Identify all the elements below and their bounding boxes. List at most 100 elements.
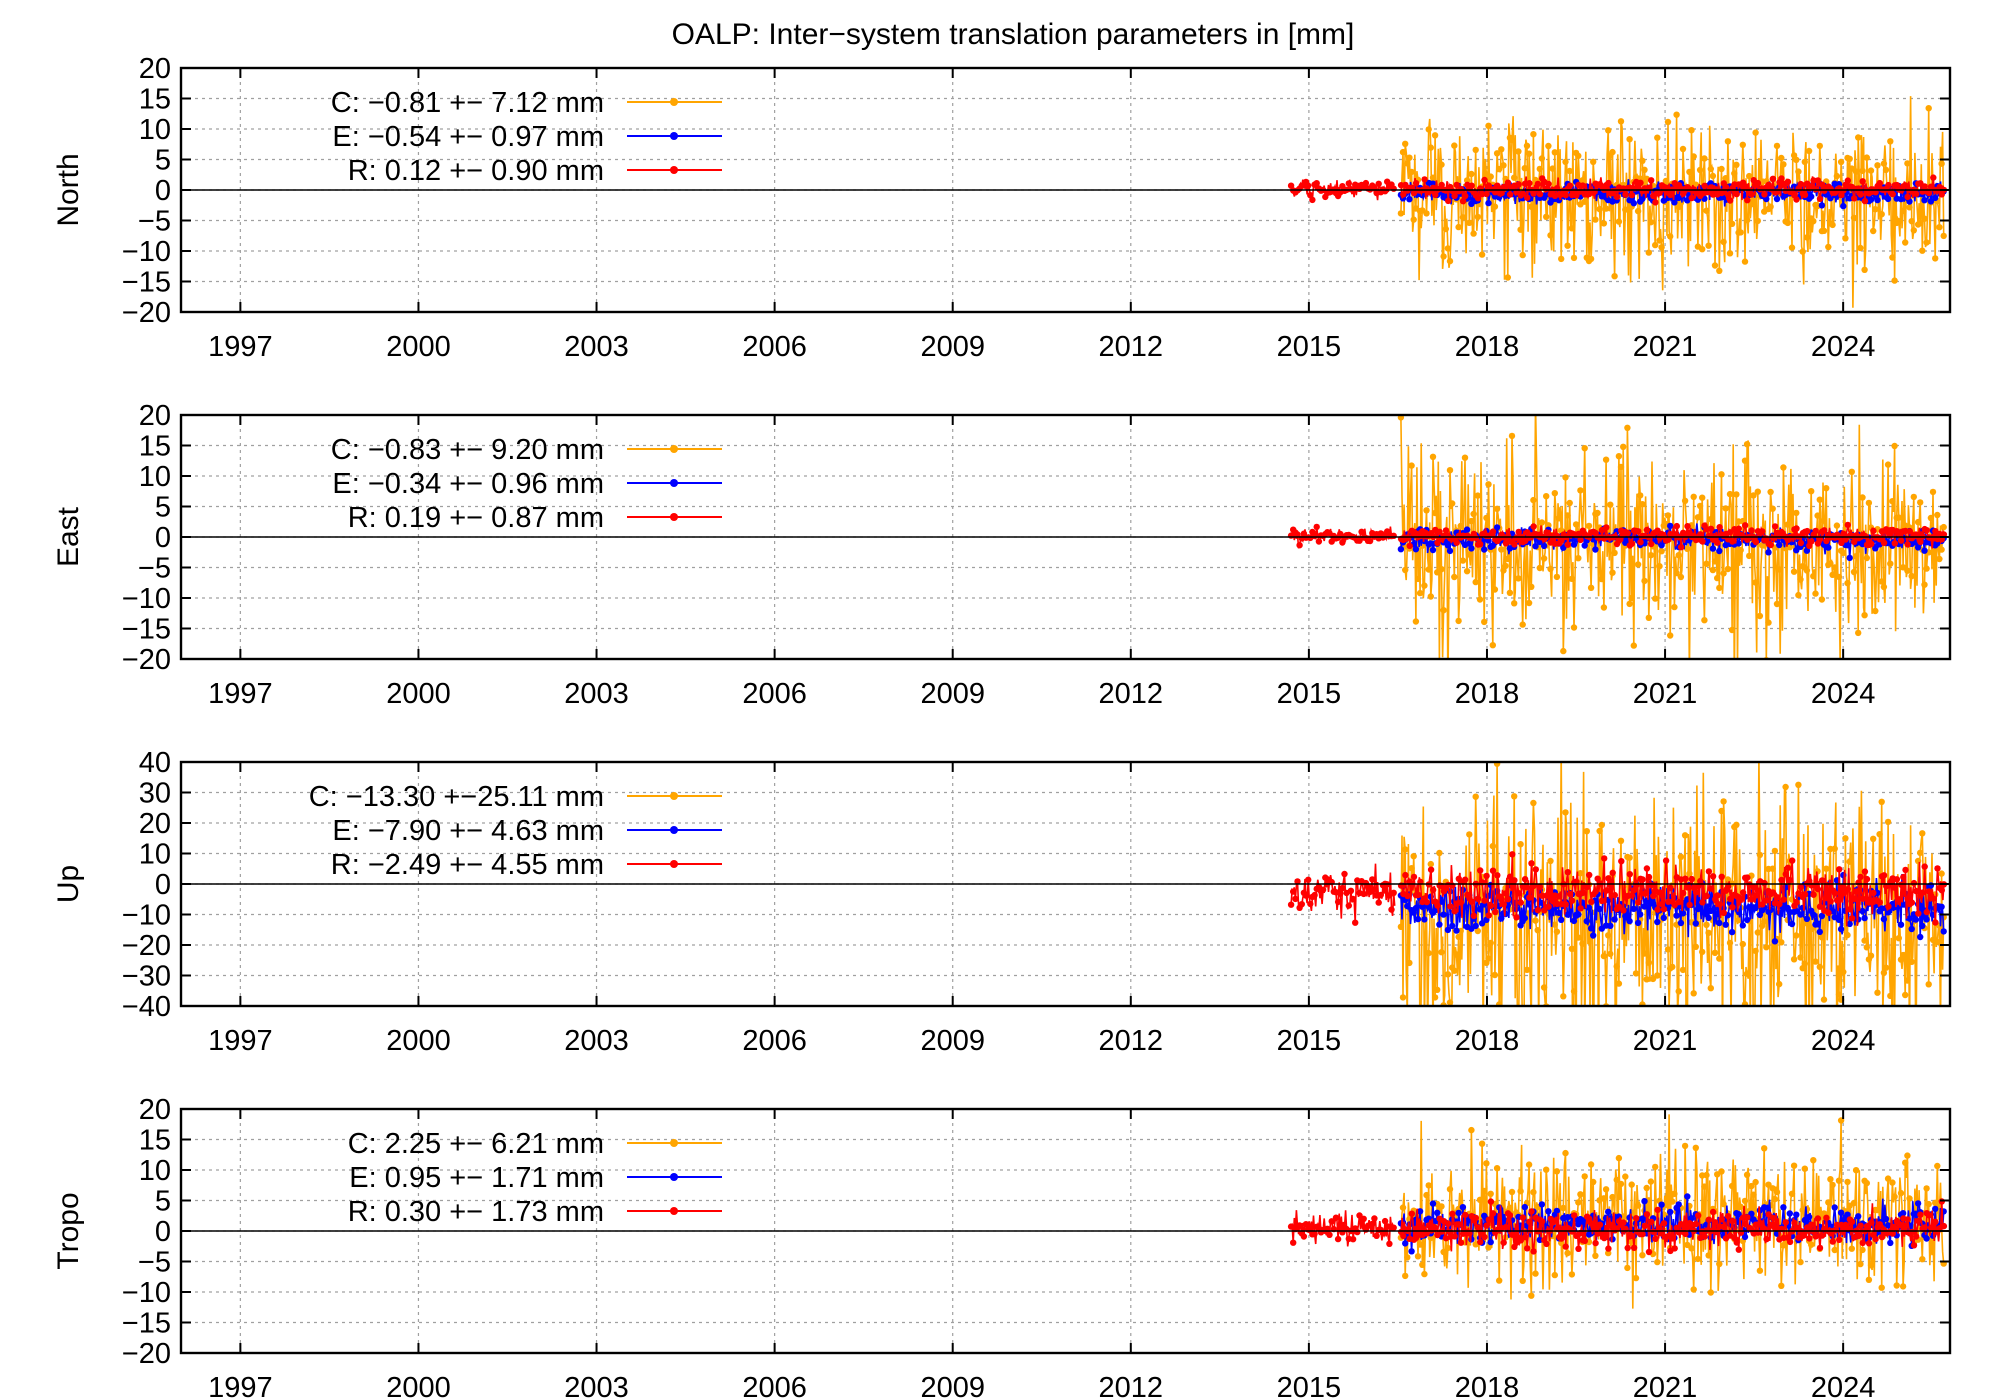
data-point [1457,185,1465,193]
data-point [1487,173,1494,180]
data-point [1423,210,1430,217]
data-point [1371,886,1378,893]
data-point [1489,642,1497,649]
data-point [1568,225,1576,232]
data-point [1421,1030,1427,1036]
data-point [1788,920,1796,928]
data-point [1739,889,1747,896]
data-point [1914,857,1922,865]
data-point [1587,584,1595,591]
data-point [1891,277,1898,284]
x-tick-label: 2009 [920,331,985,363]
data-point [1462,192,1469,200]
y-tick-label: −5 [138,1247,171,1279]
data-point [1468,182,1475,189]
data-point [1545,903,1552,910]
data-point [1434,986,1441,993]
data-point [1485,955,1492,962]
data-point [1481,1212,1488,1220]
data-point [1444,971,1452,978]
data-point [1648,177,1655,184]
data-point [1570,917,1578,925]
legend-label-R: R: 0.30 +− 1.73 mm [348,1196,604,1228]
data-point [1750,197,1757,204]
y-tick-label: 10 [139,114,171,146]
data-point [1660,1220,1668,1227]
data-point [1438,1203,1445,1210]
data-point [1932,919,1939,926]
data-point [1504,896,1512,903]
data-point [1912,916,1920,923]
data-point [1515,890,1522,897]
data-point [1500,162,1507,169]
data-point [1594,875,1601,882]
data-point [1466,1230,1473,1237]
y-tick-label: 15 [139,431,171,463]
data-point [1558,537,1565,544]
data-point [1919,247,1926,254]
data-point [1294,878,1301,885]
data-point [1571,1212,1578,1219]
data-point [1397,210,1405,217]
data-point [1445,197,1452,205]
data-point [1861,532,1869,540]
y-tick-label: 20 [139,808,171,840]
data-point [1446,467,1454,474]
data-point [1334,898,1342,906]
x-tick-label: 2006 [742,1372,807,1400]
data-point [1769,1185,1776,1192]
data-point [1771,847,1779,855]
data-point [1889,190,1896,198]
y-tick-label: 0 [155,175,171,207]
data-point [1938,546,1945,553]
data-point [1609,1221,1616,1228]
data-point [1528,1208,1535,1215]
data-point [1511,174,1518,181]
data-point [1582,1035,1588,1041]
data-point [1921,215,1928,222]
data-point [1906,1058,1912,1064]
data-point [1703,207,1710,214]
data-point [1842,536,1849,543]
data-point [1737,895,1745,902]
data-point [1566,182,1574,189]
data-point [1381,188,1389,195]
data-point [1743,441,1751,448]
data-point [1575,1199,1582,1206]
data-point [1345,902,1353,909]
data-point [1705,242,1712,249]
data-point [1540,555,1548,562]
data-point [1556,893,1563,900]
data-point [1630,642,1638,649]
data-point [1836,1236,1843,1244]
data-point [1899,1283,1907,1290]
data-point [1761,191,1768,198]
data-point [1684,884,1691,891]
data-point [1863,1223,1871,1230]
data-point [1769,889,1777,896]
data-point [1485,199,1492,207]
data-point [1594,509,1601,517]
data-point [1756,851,1764,859]
data-point [1602,205,1610,212]
data-point [1440,253,1447,260]
data-point [1530,1248,1537,1255]
data-point [1850,568,1858,576]
data-point [1863,875,1871,883]
data-point [1436,660,1442,666]
data-point [1455,1209,1462,1217]
data-point [1938,887,1946,894]
data-point [1870,889,1877,897]
data-point [1618,858,1625,865]
x-tick-label: 2024 [1811,678,1876,710]
data-point [1647,219,1655,226]
data-point [1765,1211,1772,1218]
data-point [1521,165,1529,172]
data-point [1468,898,1475,905]
data-point [1801,960,1809,967]
data-point [1727,895,1734,903]
data-point [1833,172,1841,180]
data-point [1682,875,1689,882]
data-point [1602,456,1610,463]
data-point [1716,524,1723,531]
